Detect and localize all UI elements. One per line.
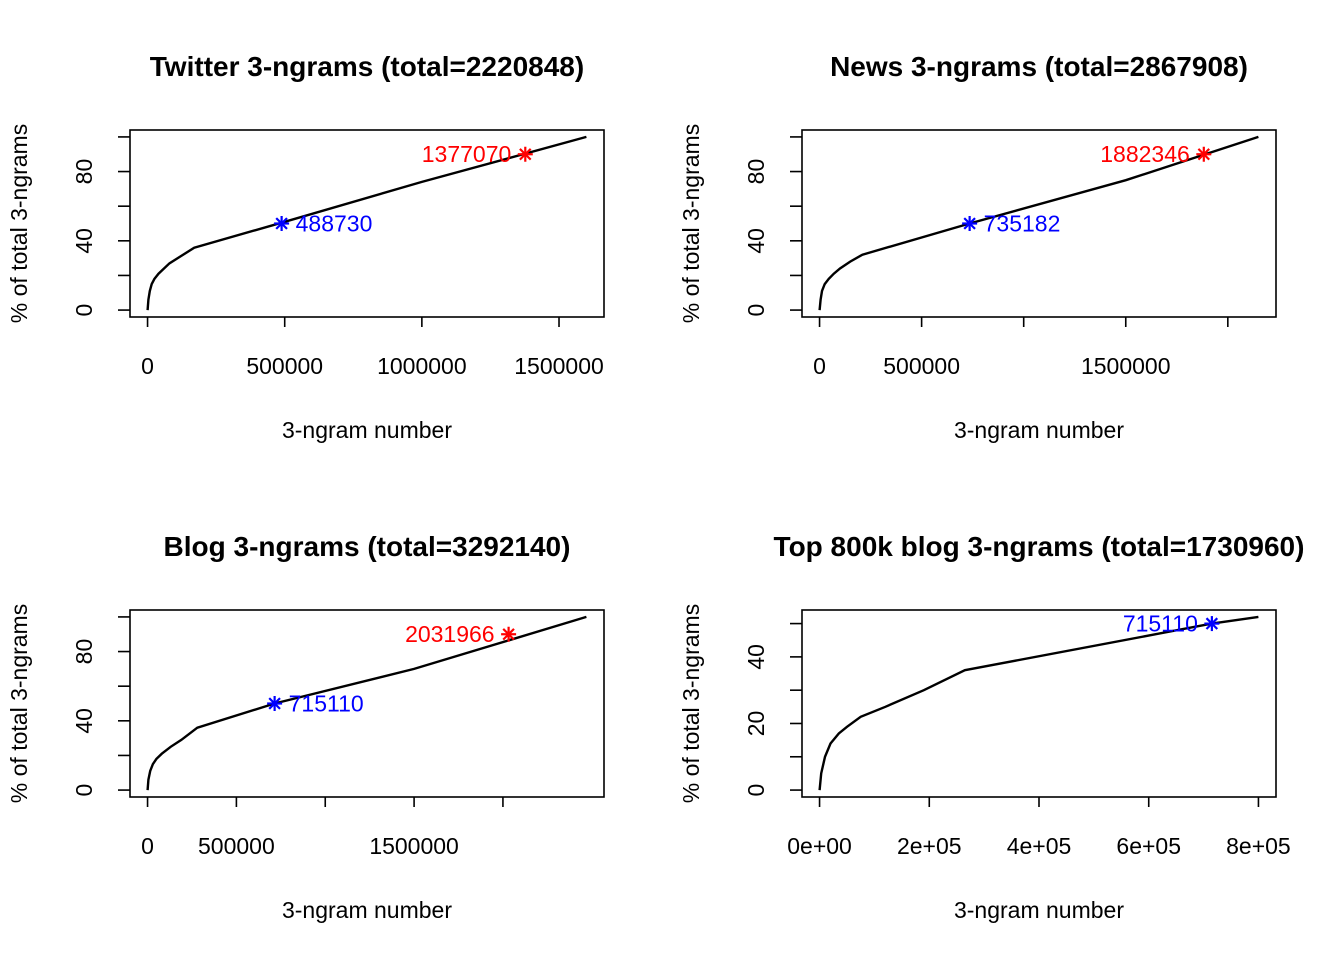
y-tick-label: 80	[743, 159, 769, 185]
annotation-label: 488730	[296, 211, 373, 237]
y-tick-label: 40	[71, 708, 97, 734]
y-tick-label: 80	[71, 639, 97, 665]
annotation-marker	[1204, 616, 1220, 632]
y-tick-label: 0	[71, 784, 97, 797]
annotation-marker	[1196, 146, 1212, 162]
annotation-label: 715110	[1123, 611, 1198, 637]
annotation-label: 715110	[289, 691, 364, 717]
chart-title: Twitter 3-ngrams (total=2220848)	[150, 51, 584, 82]
annotation-label: 735182	[984, 211, 1061, 237]
annotation-marker	[501, 626, 517, 642]
x-axis-label: 3-ngram number	[954, 897, 1124, 923]
annotation-label: 2031966	[405, 621, 495, 647]
cumulative-curve	[818, 615, 1259, 791]
annotation-label: 1377070	[422, 141, 512, 167]
y-tick-label: 80	[71, 159, 97, 185]
chart-panel-1: Twitter 3-ngrams (total=2220848) 0 500000 1…	[6, 51, 605, 443]
annotation-label: 1882346	[1100, 141, 1190, 167]
y-axis-label: % of total 3-ngrams	[678, 604, 704, 803]
annotation-marker	[517, 146, 533, 162]
chart-title: News 3-ngrams (total=2867908)	[830, 51, 1248, 82]
x-tick-label: 1500000	[1081, 353, 1171, 379]
cumulative-curve	[818, 135, 1259, 311]
plot-frame	[801, 609, 1277, 798]
y-tick-label: 0	[71, 304, 97, 317]
x-tick-label: 1000000	[377, 353, 467, 379]
x-axis-label: 3-ngram number	[282, 417, 452, 443]
x-tick-label: 2e+05	[897, 833, 962, 859]
cumulative-curve	[146, 615, 587, 791]
x-tick-label: 1500000	[514, 353, 604, 379]
x-tick-label: 4e+05	[1007, 833, 1072, 859]
x-tick-label: 0e+00	[787, 833, 852, 859]
y-tick-label: 0	[743, 304, 769, 317]
chart-panel-2: News 3-ngrams (total=2867908) 0 500000 1500…	[678, 51, 1277, 443]
annotation-marker	[962, 216, 978, 231]
x-tick-label: 500000	[198, 833, 275, 859]
plot-frame	[129, 609, 605, 798]
x-tick-label: 1500000	[369, 833, 459, 859]
x-tick-label: 8e+05	[1226, 833, 1291, 859]
x-tick-label: 500000	[246, 353, 323, 379]
x-tick-label: 0	[141, 833, 154, 859]
y-tick-label: 20	[743, 711, 769, 737]
x-tick-label: 0	[141, 353, 154, 379]
plot-frame	[129, 129, 605, 318]
y-tick-label: 40	[71, 228, 97, 254]
x-tick-label: 0	[813, 353, 826, 379]
plot-frame	[801, 129, 1277, 318]
annotation-marker	[267, 696, 283, 711]
x-axis-label: 3-ngram number	[954, 417, 1124, 443]
chart-panel-4: Top 800k blog 3-ngrams (total=1730960) 0e…	[678, 531, 1304, 923]
chart-title: Blog 3-ngrams (total=3292140)	[164, 531, 571, 562]
y-axis-label: % of total 3-ngrams	[678, 124, 704, 323]
x-axis-label: 3-ngram number	[282, 897, 452, 923]
x-tick-label: 500000	[883, 353, 960, 379]
y-tick-label: 0	[743, 784, 769, 797]
y-axis-label: % of total 3-ngrams	[6, 604, 32, 803]
y-axis-label: % of total 3-ngrams	[6, 124, 32, 323]
chart-title: Top 800k blog 3-ngrams (total=1730960)	[774, 531, 1305, 562]
x-tick-label: 6e+05	[1116, 833, 1181, 859]
annotation-marker	[274, 216, 290, 231]
y-tick-label: 40	[743, 228, 769, 254]
y-tick-label: 40	[743, 644, 769, 670]
chart-panel-3: Blog 3-ngrams (total=3292140) 0 500000 1500…	[6, 531, 605, 923]
